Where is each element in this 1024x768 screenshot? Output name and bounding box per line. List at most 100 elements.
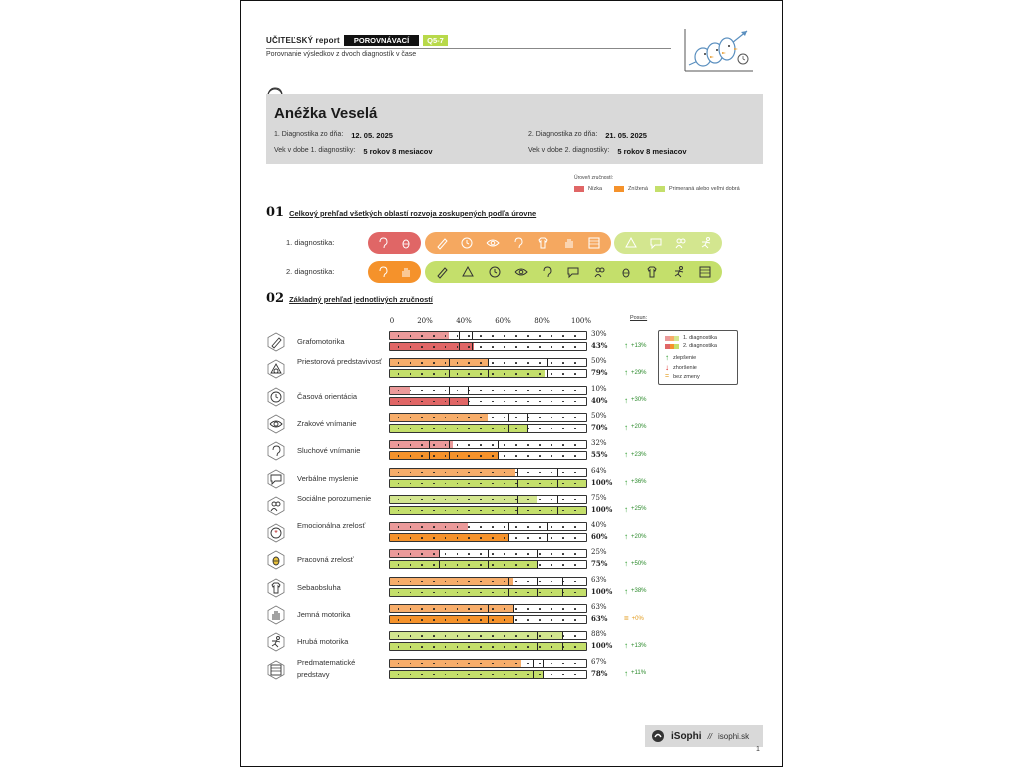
skill-name: Hrubá motorika bbox=[297, 637, 349, 647]
bar-dot bbox=[468, 482, 470, 485]
clock-icon bbox=[460, 236, 474, 250]
bar-dot bbox=[444, 444, 447, 446]
footer-url[interactable]: isophi.sk bbox=[718, 731, 750, 741]
diag2-age-row: Vek v dobe 2. diagnostiky: 5 rokov 8 mes… bbox=[528, 147, 687, 156]
bar-dot bbox=[503, 346, 506, 348]
skill-change: ↑ +29% bbox=[624, 368, 647, 377]
section-01-number: 01 bbox=[266, 205, 285, 220]
bar-dot bbox=[433, 455, 435, 457]
bar-dot bbox=[574, 498, 576, 501]
bar-divider bbox=[507, 588, 509, 596]
bar-dot bbox=[468, 444, 470, 446]
bar-dot bbox=[491, 526, 494, 528]
arrow-up-icon: ↑ bbox=[624, 422, 628, 432]
skill-bar-fill bbox=[390, 523, 469, 531]
bar-divider bbox=[533, 670, 535, 678]
bar-dot bbox=[456, 373, 459, 375]
bar-dot bbox=[480, 362, 482, 364]
people-icon bbox=[593, 265, 607, 279]
skill-percent-d1: 40% bbox=[591, 521, 607, 530]
bar-dot bbox=[397, 635, 400, 637]
bar-divider bbox=[497, 441, 499, 449]
bar-dot bbox=[515, 662, 518, 665]
bar-divider bbox=[488, 561, 489, 569]
footer-brand-bar: iSophi // isophi.sk bbox=[645, 725, 763, 747]
bar-dot bbox=[515, 416, 518, 419]
skill-percent-d2: 55% bbox=[591, 450, 608, 460]
bar-dot bbox=[421, 509, 423, 512]
skill-bar-d2 bbox=[389, 669, 587, 679]
bar-dot bbox=[456, 553, 459, 555]
bar-dot bbox=[550, 373, 553, 375]
skill-bar-d1 bbox=[389, 604, 587, 613]
bar-dot bbox=[562, 389, 565, 392]
hand-icon bbox=[266, 605, 286, 625]
bar-dot bbox=[527, 662, 529, 665]
bar-dot bbox=[480, 646, 482, 648]
skill-change-value: +13% bbox=[631, 642, 647, 649]
bar-dot bbox=[433, 373, 435, 375]
bar-dot bbox=[480, 346, 482, 348]
skill-percent-d2: 100% bbox=[591, 641, 613, 651]
bar-dot bbox=[397, 537, 400, 539]
bar-dot bbox=[515, 553, 518, 555]
bar-dot bbox=[409, 526, 412, 528]
bar-dot bbox=[527, 444, 529, 446]
bar-dot bbox=[444, 427, 447, 430]
diag2-date-row: 2. Diagnostika zo dňa: 21. 05. 2025 bbox=[528, 131, 647, 140]
overview-row1-reduced-group bbox=[425, 232, 611, 254]
bar-dot bbox=[468, 373, 470, 375]
bar-dot bbox=[433, 400, 435, 403]
bar-dot bbox=[550, 444, 553, 446]
skill-change-value: +50% bbox=[631, 560, 647, 567]
diag1-date-row: 1. Diagnostika zo dňa: 12. 05. 2025 bbox=[274, 131, 393, 140]
bar-dot bbox=[433, 444, 435, 446]
skill-bar-fill bbox=[390, 670, 543, 678]
bar-dot bbox=[538, 455, 541, 457]
bar-dot bbox=[397, 482, 400, 485]
bar-dot bbox=[574, 346, 576, 348]
bar-dot bbox=[562, 444, 565, 446]
bar-dot bbox=[456, 455, 459, 457]
skill-bar-d2 bbox=[389, 423, 587, 433]
bar-dot bbox=[480, 580, 482, 583]
skill-percent-d2: 100% bbox=[591, 586, 613, 596]
skill-bar-fill bbox=[390, 386, 410, 394]
arrow-up-icon: ↑ bbox=[624, 341, 628, 350]
eye-icon bbox=[486, 236, 500, 250]
bar-dot bbox=[409, 400, 412, 403]
report-page: UČITEĽSKÝ report POROVNÁVACÍ Q5-7 Porovn… bbox=[240, 0, 783, 767]
bar-dot bbox=[562, 537, 565, 539]
skill-change-value: +30% bbox=[631, 397, 647, 404]
running-icon bbox=[699, 236, 713, 250]
bar-dot bbox=[538, 482, 541, 485]
bar-dot bbox=[409, 444, 412, 446]
bar-divider bbox=[472, 332, 474, 339]
arrow-up-icon: ↑ bbox=[624, 559, 628, 569]
bar-dot bbox=[550, 635, 553, 637]
pencil-icon bbox=[435, 236, 449, 250]
bar-divider bbox=[537, 588, 538, 596]
hand-icon bbox=[562, 236, 576, 250]
people-icon bbox=[266, 496, 286, 516]
bar-divider bbox=[448, 359, 450, 367]
bar-dot bbox=[503, 635, 506, 637]
bar-dot bbox=[550, 346, 553, 348]
bar-dot bbox=[456, 635, 459, 637]
bar-dot bbox=[515, 389, 518, 392]
bar-dot bbox=[468, 471, 470, 474]
bar-dot bbox=[397, 400, 400, 403]
skill-percent-d1: 30% bbox=[591, 330, 607, 338]
bar-dot bbox=[515, 564, 518, 566]
bar-dot bbox=[491, 400, 494, 403]
bar-dot bbox=[397, 373, 400, 375]
skill-name: Sociálne porozumenie bbox=[297, 493, 372, 503]
bar-dot bbox=[444, 646, 447, 648]
bar-dot bbox=[491, 564, 494, 566]
bar-dot bbox=[421, 635, 423, 637]
bar-dot bbox=[550, 335, 553, 337]
bar-dot bbox=[456, 662, 459, 665]
bar-dot bbox=[503, 591, 506, 594]
bar-dot bbox=[421, 608, 423, 610]
bar-dot bbox=[527, 455, 529, 457]
